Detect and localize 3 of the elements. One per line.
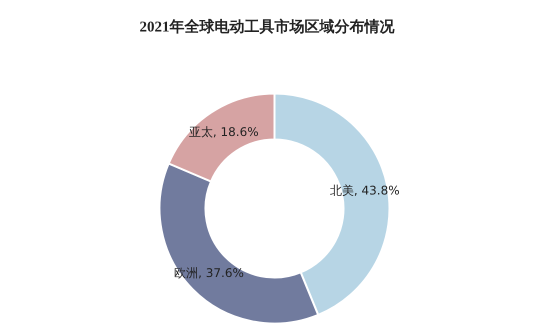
slice-label: 亚太, 18.6% — [188, 124, 259, 139]
chart-title: 2021年全球电动工具市场区域分布情况 — [140, 18, 396, 36]
slice-label: 北美, 43.8% — [330, 184, 400, 198]
